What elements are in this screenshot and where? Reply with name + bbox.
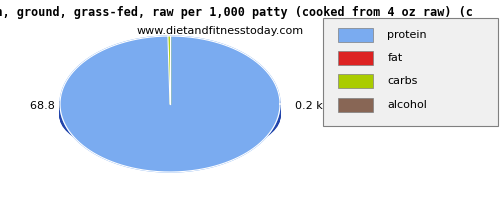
Ellipse shape	[60, 73, 280, 157]
FancyBboxPatch shape	[322, 18, 498, 126]
Ellipse shape	[60, 63, 280, 147]
Ellipse shape	[60, 67, 280, 151]
Text: 0.2 kcal (0.3%): 0.2 kcal (0.3%)	[295, 101, 380, 111]
Polygon shape	[60, 36, 280, 172]
Polygon shape	[168, 36, 170, 104]
Text: www.dietandfitnesstoday.com: www.dietandfitnesstoday.com	[136, 26, 304, 36]
Text: 68.8 kcal (99.7%): 68.8 kcal (99.7%)	[30, 101, 129, 111]
Ellipse shape	[60, 72, 280, 156]
Ellipse shape	[60, 63, 280, 147]
FancyBboxPatch shape	[338, 51, 372, 65]
Ellipse shape	[60, 67, 280, 151]
Text: fat: fat	[388, 53, 403, 63]
FancyBboxPatch shape	[338, 98, 372, 112]
Ellipse shape	[60, 71, 280, 155]
Ellipse shape	[60, 68, 280, 152]
Text: Bison, ground, grass-fed, raw per 1,000 patty (cooked from 4 oz raw) (c: Bison, ground, grass-fed, raw per 1,000 …	[0, 6, 473, 19]
Ellipse shape	[60, 73, 280, 157]
Ellipse shape	[60, 65, 280, 149]
FancyBboxPatch shape	[338, 28, 372, 42]
Text: alcohol: alcohol	[388, 100, 428, 110]
Ellipse shape	[60, 69, 280, 153]
Ellipse shape	[60, 64, 280, 148]
Ellipse shape	[60, 70, 280, 154]
Ellipse shape	[60, 74, 280, 158]
Ellipse shape	[60, 66, 280, 150]
Ellipse shape	[60, 71, 280, 155]
Ellipse shape	[60, 69, 280, 153]
FancyBboxPatch shape	[338, 74, 372, 88]
Text: carbs: carbs	[388, 76, 418, 86]
Text: protein: protein	[388, 30, 427, 40]
Ellipse shape	[60, 65, 280, 149]
